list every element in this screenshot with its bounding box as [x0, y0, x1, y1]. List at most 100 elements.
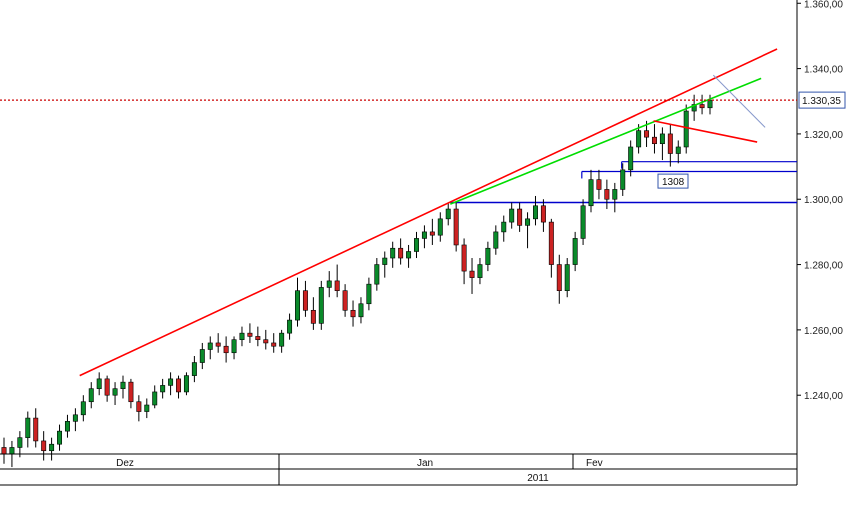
candle-body — [644, 130, 650, 138]
candle-body — [509, 208, 515, 223]
candle-body — [667, 133, 673, 154]
candle-body — [564, 264, 570, 291]
candle-body — [255, 336, 261, 340]
month-label: Fev — [586, 458, 603, 469]
price-axis: 1.240,00 1.260,00 1.280,00 1.300,00 1.320,00… — [796, 0, 843, 454]
candle-body — [390, 247, 396, 259]
candle-body — [334, 280, 340, 291]
candle-body — [421, 231, 427, 239]
candle-body — [596, 179, 602, 190]
candle-body — [112, 388, 118, 396]
candle-body — [199, 349, 205, 363]
price-tick-label: 1.320,00 — [804, 130, 843, 141]
month-label: Dez — [116, 458, 134, 469]
candle-body — [501, 221, 507, 233]
candle-body — [469, 270, 475, 278]
annotation-box — [657, 173, 689, 189]
current-price-label: 1.330,35 — [802, 96, 841, 107]
candle-body — [382, 257, 388, 265]
candle-body — [699, 104, 705, 109]
candle-body — [691, 104, 697, 112]
price-tick-label: 1.340,00 — [804, 65, 843, 76]
candle-body — [548, 221, 554, 265]
candle-body — [152, 391, 158, 406]
price-tick-label: 1.260,00 — [804, 326, 843, 337]
candle-body — [517, 208, 523, 226]
candle-body — [445, 208, 451, 220]
candle-body — [295, 290, 300, 321]
candle-body — [604, 189, 610, 200]
candle-body — [358, 303, 364, 318]
candle-body — [572, 238, 578, 265]
candle-body — [406, 251, 412, 259]
current-price-box — [798, 91, 846, 109]
candle-body — [429, 231, 435, 236]
candle-body — [461, 244, 467, 272]
candle-body — [437, 218, 443, 236]
candle-body — [453, 208, 459, 246]
trendline-mid — [450, 77, 762, 205]
candle-body — [223, 345, 229, 354]
candle-body — [525, 218, 531, 226]
candle-body — [57, 430, 63, 445]
candle-body — [556, 264, 562, 291]
candle-body — [144, 404, 150, 412]
candle-body — [160, 385, 166, 393]
trendline-pennant — [653, 120, 758, 143]
candle-body — [9, 447, 15, 455]
candle-body — [168, 378, 174, 386]
candle-body — [398, 247, 404, 259]
month-label: Jan — [417, 458, 433, 469]
candle-body — [247, 332, 253, 337]
candle-body — [41, 440, 47, 452]
candle-body — [263, 339, 269, 344]
candle-body — [176, 378, 181, 393]
candle-body — [88, 388, 94, 403]
candle-body — [612, 189, 618, 200]
candle-body — [414, 238, 419, 252]
price-tick-label: 1.280,00 — [804, 261, 843, 272]
candle-body — [120, 381, 126, 389]
chart-annotations: 1308 — [657, 173, 689, 189]
candle-body — [318, 287, 324, 324]
support-resistance-levels — [450, 161, 797, 204]
candle-body — [136, 401, 142, 412]
candle-body — [96, 378, 102, 389]
candle-body — [659, 133, 665, 145]
candle-body — [183, 375, 189, 393]
candle-body — [231, 339, 237, 354]
current-price-marker: 1.330,35 — [0, 91, 846, 109]
candle-body — [104, 378, 110, 396]
year-label: 2011 — [527, 473, 549, 484]
candle-body — [271, 342, 277, 347]
candle-body — [128, 381, 134, 403]
candle-body — [374, 264, 380, 285]
candle-body — [302, 290, 308, 311]
candle-body — [675, 146, 681, 154]
candle-body — [215, 342, 221, 347]
time-axis: Dez Jan Fev 2011 — [0, 453, 798, 486]
price-tick-label: 1.300,00 — [804, 195, 843, 206]
candle-body — [651, 136, 657, 145]
candle-body — [1, 447, 7, 455]
candle-body — [33, 417, 39, 442]
candle-body — [342, 290, 348, 311]
candle-body — [279, 332, 285, 347]
price-tick-label: 1.240,00 — [804, 391, 843, 402]
trendline-upper — [79, 48, 778, 377]
candle-body — [64, 421, 70, 432]
candle-body — [80, 401, 86, 416]
candle-body — [310, 309, 316, 324]
candle-body — [207, 342, 213, 350]
candle-body — [49, 443, 55, 452]
price-tick-label: 1.360,00 — [804, 0, 843, 10]
annotation-label: 1308 — [662, 177, 685, 188]
candle-body — [366, 283, 372, 305]
trendlines — [79, 48, 778, 377]
candle-body — [533, 205, 538, 220]
candle-body — [239, 332, 245, 340]
candle-body — [636, 130, 642, 148]
candle-body — [191, 362, 197, 376]
